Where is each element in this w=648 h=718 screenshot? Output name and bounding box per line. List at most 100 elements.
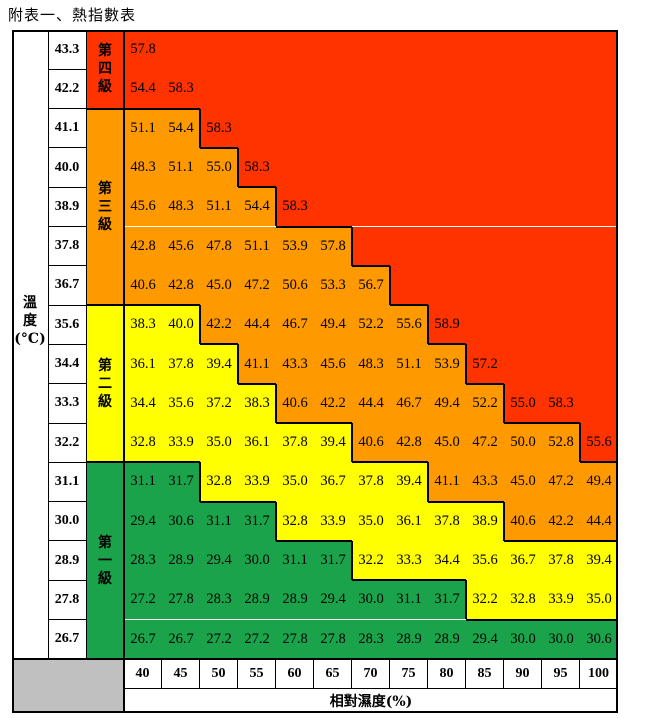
grid-line xyxy=(48,265,86,267)
heat-index-cell xyxy=(314,187,352,227)
heat-index-cell: 53.9 xyxy=(276,226,314,266)
heat-index-cell: 55.6 xyxy=(580,423,618,463)
heat-index-cell xyxy=(580,108,618,148)
heat-index-cell xyxy=(390,187,428,227)
grid-line xyxy=(48,540,86,542)
heat-index-cell xyxy=(542,226,580,266)
heat-index-cell: 32.8 xyxy=(276,501,314,541)
heat-index-cell: 28.3 xyxy=(124,540,162,581)
level-boundary-line xyxy=(351,540,353,581)
level-boundary-line xyxy=(200,343,238,346)
heat-index-cell: 52.2 xyxy=(352,305,390,345)
grid-line xyxy=(86,304,124,307)
level-tag-char: 一 xyxy=(98,552,112,569)
heat-index-cell: 28.9 xyxy=(428,619,466,659)
humidity-column-label: 100 xyxy=(580,658,618,689)
level-boundary-line xyxy=(542,539,580,542)
heat-index-cell: 39.4 xyxy=(580,540,618,581)
grid-line xyxy=(123,30,125,713)
temperature-row-label: 34.4 xyxy=(48,344,86,384)
heat-index-cell: 33.3 xyxy=(390,540,428,581)
heat-index-cell: 33.9 xyxy=(238,462,276,502)
heat-index-cell: 49.4 xyxy=(580,462,618,502)
level-boundary-line xyxy=(504,539,542,542)
heat-index-cell: 40.0 xyxy=(162,305,200,345)
grid-line xyxy=(48,383,86,385)
level-boundary-line xyxy=(504,618,542,621)
level-tag-3: 第三級 xyxy=(86,108,124,306)
heat-index-cell: 37.8 xyxy=(542,540,580,581)
heat-index-cell: 31.7 xyxy=(238,501,276,541)
heat-index-cell: 40.6 xyxy=(276,383,314,423)
humidity-column-label: 55 xyxy=(238,658,276,689)
heat-index-cell: 32.8 xyxy=(200,462,238,502)
heat-index-cell: 42.2 xyxy=(542,501,580,541)
heat-index-cell: 42.2 xyxy=(314,383,352,423)
heat-index-cell: 31.1 xyxy=(124,462,162,502)
heat-index-cell: 37.8 xyxy=(162,344,200,384)
level-boundary-line xyxy=(466,382,504,385)
heat-index-cell: 45.0 xyxy=(428,423,466,463)
heat-index-cell: 41.1 xyxy=(238,344,276,384)
heat-index-cell: 43.3 xyxy=(466,462,504,502)
level-tag-char: 第 xyxy=(98,180,112,197)
level-boundary-line xyxy=(428,343,466,346)
heat-index-cell: 35.6 xyxy=(466,540,504,581)
heat-index-cell: 36.7 xyxy=(314,462,352,502)
heat-index-cell: 35.0 xyxy=(200,423,238,463)
heat-index-cell xyxy=(428,30,466,70)
grid-line xyxy=(86,107,124,110)
level-boundary-line xyxy=(390,304,428,307)
grid-line xyxy=(124,687,618,689)
level-boundary-line xyxy=(237,344,239,384)
level-boundary-line xyxy=(275,383,277,423)
heat-index-cell: 48.3 xyxy=(352,344,390,384)
heat-index-cell xyxy=(428,187,466,227)
level-boundary-line xyxy=(162,107,200,110)
heat-index-cell: 44.4 xyxy=(238,305,276,345)
humidity-axis-label: 相對濕度(%) xyxy=(124,688,618,713)
grid-line xyxy=(48,186,86,188)
level-boundary-line xyxy=(199,462,201,502)
heat-index-cell: 30.0 xyxy=(542,619,580,659)
heat-index-cell xyxy=(542,30,580,70)
level-boundary-line xyxy=(428,579,466,582)
heat-index-cell: 49.4 xyxy=(428,383,466,423)
level-boundary-line xyxy=(199,305,201,345)
heat-index-cell xyxy=(352,108,390,148)
grid-line xyxy=(86,30,87,659)
heat-index-cell xyxy=(352,30,390,70)
grid-line xyxy=(48,226,86,227)
heat-index-cell xyxy=(390,69,428,109)
level-boundary-line xyxy=(580,618,618,621)
heat-index-cell xyxy=(466,69,504,109)
grid-line xyxy=(48,68,86,70)
grid-line xyxy=(48,579,86,581)
heat-index-cell: 46.7 xyxy=(390,383,428,423)
heat-index-cell xyxy=(542,265,580,306)
heat-index-cell: 29.4 xyxy=(314,580,352,620)
heat-index-cell: 45.6 xyxy=(162,226,200,266)
heat-index-cell: 31.1 xyxy=(276,540,314,581)
heat-index-cell xyxy=(580,305,618,345)
level-boundary-line xyxy=(428,500,466,503)
temperature-axis-label-part: (°C) xyxy=(14,331,46,348)
level-tag-char: 級 xyxy=(98,79,112,96)
heat-index-cell: 51.1 xyxy=(390,344,428,384)
level-tag-1: 第一級 xyxy=(86,462,124,659)
heat-index-cell xyxy=(276,108,314,148)
frame-top xyxy=(12,30,618,32)
temperature-axis-label-part: 度 xyxy=(23,313,37,330)
heat-index-cell xyxy=(314,108,352,148)
level-boundary-line xyxy=(352,461,390,464)
level-tag-char: 二 xyxy=(98,375,112,392)
heat-index-cell xyxy=(580,147,618,188)
level-boundary-line xyxy=(276,422,314,424)
heat-index-cell xyxy=(238,69,276,109)
heat-index-cell: 52.8 xyxy=(542,423,580,463)
heat-index-cell: 33.9 xyxy=(314,501,352,541)
heat-index-cell xyxy=(352,226,390,266)
heat-index-cell: 32.2 xyxy=(352,540,390,581)
heat-index-cell xyxy=(314,147,352,188)
heat-index-cell xyxy=(162,30,200,70)
